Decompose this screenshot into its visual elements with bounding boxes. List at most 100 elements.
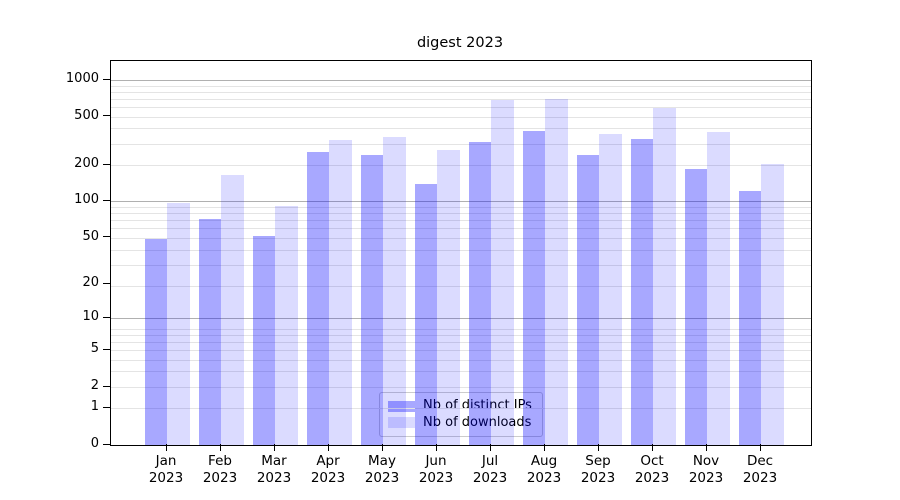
bar-nb-of-distinct-ips-oct — [630, 138, 653, 445]
bar-nb-of-downloads-jan — [167, 203, 190, 445]
x-tick-mark — [705, 444, 707, 451]
gridline-major — [111, 79, 811, 81]
gridline-minor — [111, 359, 811, 361]
bar-nb-of-distinct-ips-dec — [738, 191, 761, 445]
legend-swatch-distinct-ips — [388, 400, 415, 412]
x-tick-label: Mar 2023 — [244, 453, 304, 487]
bar-nb-of-distinct-ips-feb — [198, 218, 221, 445]
y-tick-mark — [103, 199, 110, 201]
x-tick-year: 2023 — [472, 470, 508, 486]
gridline-minor — [111, 371, 811, 373]
x-tick-label: Dec 2023 — [730, 453, 790, 487]
gridline-minor — [111, 220, 811, 222]
bar-nb-of-distinct-ips-sep — [576, 154, 599, 445]
bar-nb-of-downloads-mar — [275, 205, 298, 445]
x-tick-mark — [273, 444, 275, 451]
bar-nb-of-downloads-feb — [221, 175, 244, 445]
legend: Nb of distinct IPs Nb of downloads — [379, 392, 543, 437]
x-tick-month: Jul — [481, 453, 499, 469]
x-tick-year: 2023 — [742, 470, 778, 486]
gridline-minor — [111, 238, 811, 240]
x-tick-mark — [219, 444, 221, 451]
gridline-minor — [111, 249, 811, 251]
legend-swatch-downloads — [388, 417, 415, 429]
x-tick-month: Nov — [692, 453, 720, 469]
gridline-major — [111, 200, 811, 202]
y-tick-mark — [103, 348, 110, 350]
bar-nb-of-distinct-ips-jun — [414, 183, 437, 445]
legend-item-downloads: Nb of downloads — [388, 415, 534, 432]
y-tick-label: 10 — [82, 309, 99, 325]
x-tick-month: Oct — [640, 453, 664, 469]
x-tick-month: Feb — [208, 453, 232, 469]
bar-nb-of-distinct-ips-aug — [522, 130, 545, 445]
gridline-minor — [111, 228, 811, 230]
legend-label-distinct-ips: Nb of distinct IPs — [423, 398, 532, 414]
y-tick-label: 1000 — [65, 71, 99, 87]
legend-label-downloads: Nb of downloads — [423, 414, 532, 430]
bar-nb-of-downloads-may — [383, 136, 406, 445]
chart-title: digest 2023 — [416, 35, 504, 51]
x-tick-year: 2023 — [202, 470, 238, 486]
legend-item-distinct-ips: Nb of distinct IPs — [388, 398, 534, 415]
gridline-minor — [111, 207, 811, 209]
x-tick-mark — [327, 444, 329, 451]
x-tick-label: Jul 2023 — [460, 453, 520, 487]
y-tick-mark — [103, 282, 110, 284]
x-tick-label: May 2023 — [352, 453, 412, 487]
x-tick-mark — [489, 444, 491, 451]
gridline-minor — [111, 341, 811, 343]
y-tick-label: 2 — [90, 378, 99, 394]
x-tick-mark — [381, 444, 383, 451]
x-tick-year: 2023 — [310, 470, 346, 486]
gridline-minor — [111, 265, 811, 267]
y-tick-label: 20 — [82, 275, 99, 291]
x-tick-month: Dec — [746, 453, 774, 469]
gridline-minor — [111, 334, 811, 336]
bar-nb-of-distinct-ips-apr — [306, 152, 329, 445]
plot-area: Nb of distinct IPs Nb of downloads — [110, 60, 812, 446]
gridline-minor — [111, 386, 811, 388]
x-tick-year: 2023 — [148, 470, 184, 486]
bar-nb-of-downloads-dec — [761, 163, 784, 445]
x-tick-month: Aug — [530, 453, 558, 469]
y-tick-mark — [103, 115, 110, 117]
x-tick-year: 2023 — [364, 470, 400, 486]
y-tick-label: 50 — [82, 228, 99, 244]
y-tick-label: 0 — [90, 436, 99, 451]
x-tick-label: Apr 2023 — [298, 453, 358, 487]
x-tick-year: 2023 — [526, 470, 562, 486]
x-tick-label: Aug 2023 — [514, 453, 574, 487]
y-tick-label: 5 — [90, 341, 99, 357]
x-tick-year: 2023 — [418, 470, 454, 486]
x-tick-month: Mar — [261, 453, 287, 469]
x-tick-mark — [165, 444, 167, 451]
bar-nb-of-downloads-nov — [707, 132, 730, 445]
x-tick-month: Apr — [316, 453, 340, 469]
gridline-minor — [111, 286, 811, 288]
x-tick-mark — [435, 444, 437, 451]
bar-nb-of-downloads-jun — [437, 150, 460, 445]
gridline-minor — [111, 116, 811, 118]
gridline-minor — [111, 164, 811, 166]
x-tick-mark — [597, 444, 599, 451]
gridline-minor — [111, 85, 811, 87]
gridline-minor — [111, 328, 811, 330]
bar-nb-of-downloads-aug — [545, 98, 568, 445]
x-tick-mark — [543, 444, 545, 451]
bar-nb-of-distinct-ips-jan — [144, 238, 167, 445]
y-tick-mark — [103, 236, 110, 238]
y-tick-mark — [103, 78, 110, 80]
x-tick-month: Jun — [425, 453, 447, 469]
gridline-major — [111, 317, 811, 319]
bar-nb-of-distinct-ips-jul — [468, 142, 491, 445]
gridline-minor — [111, 106, 811, 108]
gridline-minor — [111, 213, 811, 215]
gridline-minor — [111, 128, 811, 130]
y-tick-mark — [103, 385, 110, 387]
x-tick-month: May — [368, 453, 396, 469]
bar-nb-of-distinct-ips-nov — [684, 169, 707, 445]
x-tick-year: 2023 — [580, 470, 616, 486]
x-tick-label: Oct 2023 — [622, 453, 682, 487]
